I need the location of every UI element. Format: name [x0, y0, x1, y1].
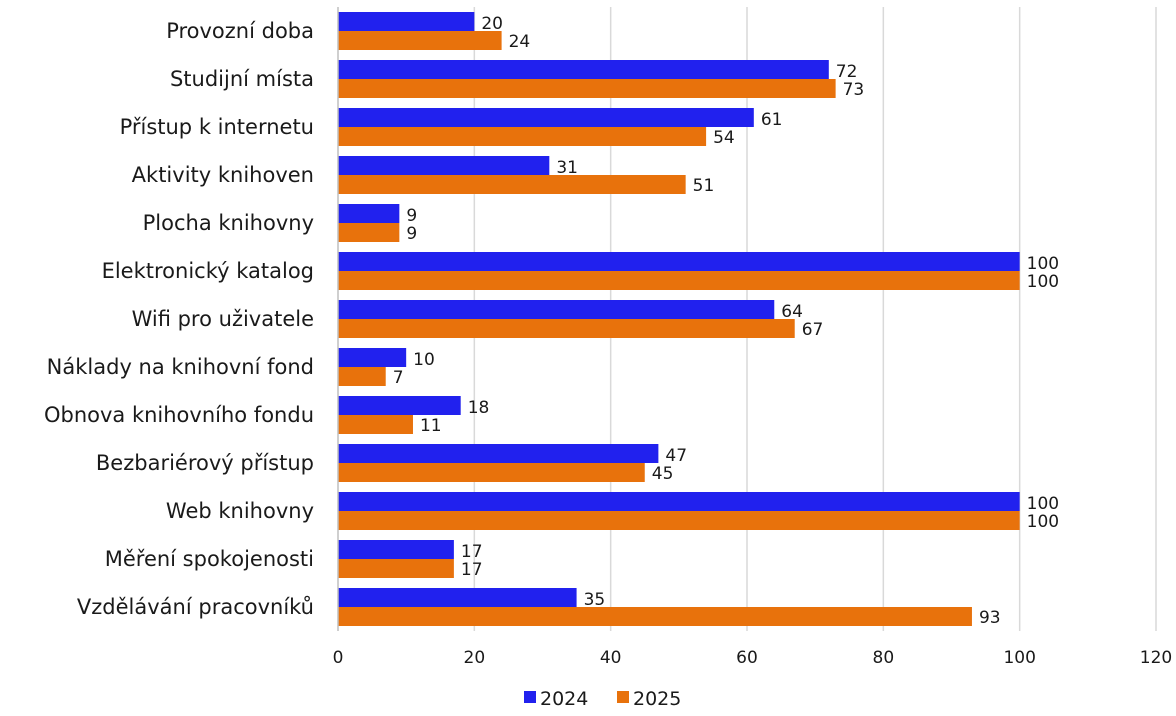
- bar-2025: [338, 415, 413, 434]
- legend-swatch-2024: [524, 691, 536, 703]
- category-label: Náklady na knihovní fond: [47, 355, 314, 379]
- bar-2025: [338, 511, 1020, 530]
- data-label-2025: 11: [420, 416, 442, 436]
- category-label: Studijní místa: [170, 67, 314, 91]
- x-tick-label: 60: [736, 648, 758, 668]
- bar-2025: [338, 559, 454, 578]
- category-label: Web knihovny: [166, 499, 314, 523]
- data-label-2025: 51: [693, 176, 715, 196]
- bar-2024: [338, 108, 754, 127]
- category-label: Provozní doba: [166, 19, 314, 43]
- bar-2024: [338, 540, 454, 559]
- data-label-2025: 100: [1027, 512, 1059, 532]
- bar-2025: [338, 223, 400, 242]
- data-label-2024: 35: [584, 590, 606, 610]
- data-label-2024: 20: [481, 14, 503, 34]
- data-label-2024: 47: [665, 446, 687, 466]
- x-tick-label: 120: [1140, 648, 1172, 668]
- category-label: Obnova knihovního fondu: [44, 403, 314, 427]
- category-label: Vzdělávání pracovníků: [77, 595, 314, 619]
- data-label-2024: 17: [461, 542, 483, 562]
- data-label-2025: 45: [652, 464, 674, 484]
- axis: 0 20 40 60 80 100 120 Provozní doba Studijní mís…: [44, 7, 1172, 668]
- bar-2024: [338, 156, 550, 175]
- bar-2024: [338, 588, 577, 607]
- data-label-2024: 10: [413, 350, 435, 370]
- bar-2025: [338, 79, 836, 98]
- x-tick-label: 20: [464, 648, 486, 668]
- legend-swatch-2025: [617, 691, 629, 703]
- data-label-2024: 18: [468, 398, 490, 418]
- data-label-2024: 64: [781, 302, 803, 322]
- data-label-2024: 61: [761, 110, 783, 130]
- legend: 2024 2025: [524, 688, 681, 710]
- bar-2024: [338, 396, 461, 415]
- bar-2024: [338, 60, 829, 79]
- category-label: Wifi pro uživatele: [132, 307, 314, 331]
- category-label: Plocha knihovny: [143, 211, 314, 235]
- data-label-2025: 54: [713, 128, 735, 148]
- bar-2025: [338, 127, 707, 146]
- x-tick-label: 100: [1003, 648, 1035, 668]
- data-label-2025: 67: [802, 320, 824, 340]
- data-label-2024: 31: [556, 158, 578, 178]
- bar-2025: [338, 319, 795, 338]
- category-label: Elektronický katalog: [102, 259, 314, 283]
- data-label-2025: 17: [461, 560, 483, 580]
- x-tick-label: 0: [333, 648, 344, 668]
- data-label-2024: 72: [836, 62, 858, 82]
- legend-label-2024: 2024: [540, 688, 588, 710]
- bar-2025: [338, 31, 502, 50]
- data-label-2024: 100: [1027, 494, 1059, 514]
- category-label: Aktivity knihoven: [132, 163, 314, 187]
- legend-label-2025: 2025: [633, 688, 681, 710]
- bars: [338, 12, 1020, 626]
- x-tick-label: 80: [873, 648, 895, 668]
- bar-2024: [338, 204, 400, 223]
- data-label-2025: 9: [406, 224, 417, 244]
- data-label-2025: 93: [979, 608, 1001, 628]
- bar-2024: [338, 12, 475, 31]
- data-labels: 2024727361543151991001006467107181147451…: [393, 14, 1059, 628]
- data-label-2025: 24: [509, 32, 531, 52]
- bar-2024: [338, 492, 1020, 511]
- data-label-2025: 7: [393, 368, 404, 388]
- bar-2024: [338, 348, 407, 367]
- x-tick-label: 40: [600, 648, 622, 668]
- bar-2024: [338, 444, 659, 463]
- data-label-2025: 100: [1027, 272, 1059, 292]
- data-label-2024: 100: [1027, 254, 1059, 274]
- bar-2025: [338, 463, 645, 482]
- bar-2025: [338, 175, 686, 194]
- category-label: Přístup k internetu: [120, 115, 314, 139]
- bar-2025: [338, 607, 972, 626]
- category-label: Bezbariérový přístup: [96, 451, 314, 475]
- bar-2025: [338, 367, 386, 386]
- data-label-2025: 73: [843, 80, 865, 100]
- bar-2024: [338, 300, 775, 319]
- data-label-2024: 9: [406, 206, 417, 226]
- category-label: Měření spokojenosti: [105, 547, 314, 571]
- bar-2024: [338, 252, 1020, 271]
- bar-2025: [338, 271, 1020, 290]
